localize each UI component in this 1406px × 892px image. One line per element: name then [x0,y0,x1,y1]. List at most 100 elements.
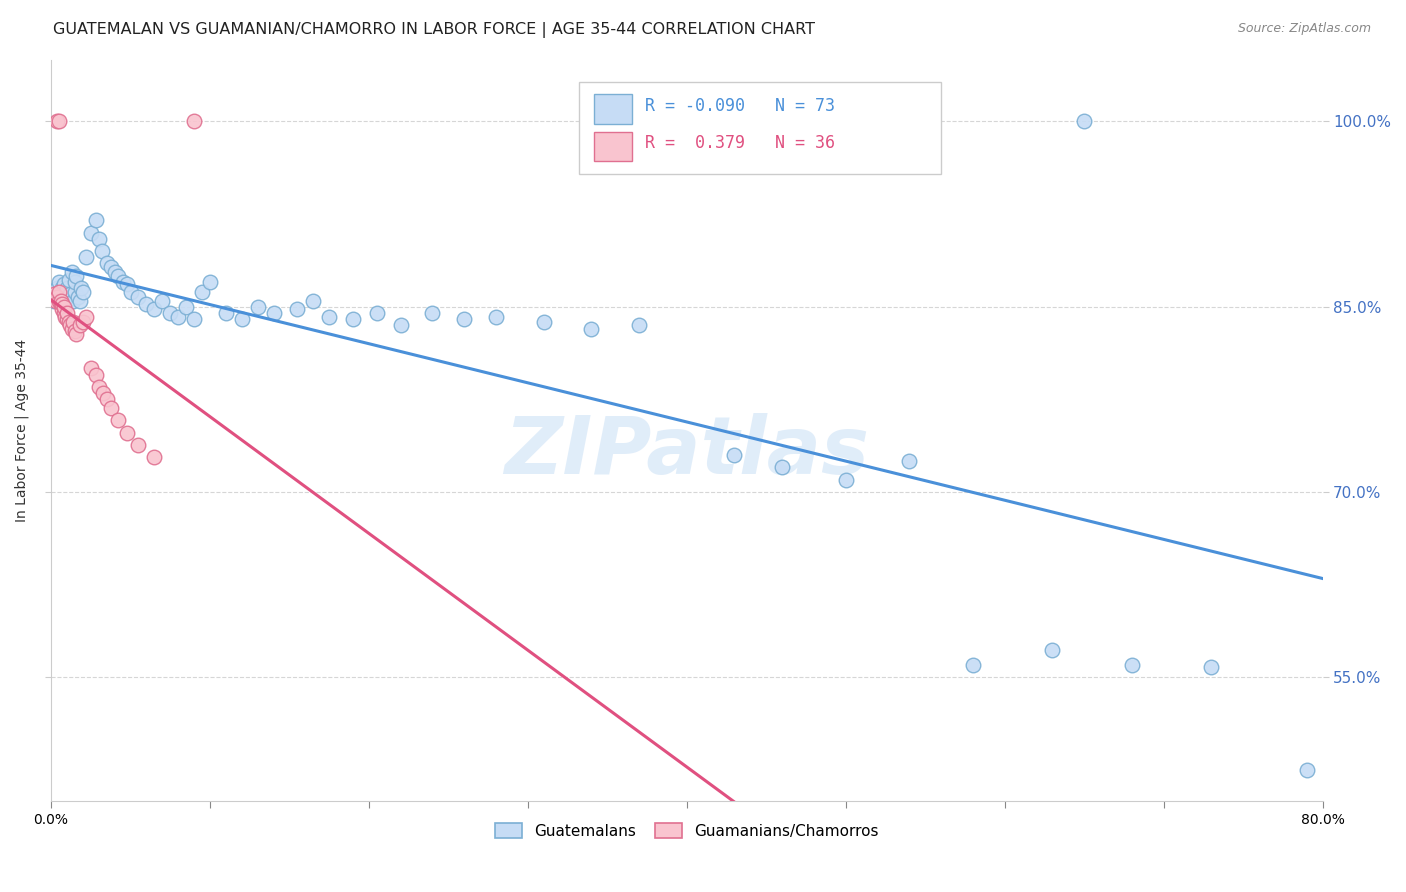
Point [150,293,173,308]
Point [58,272,80,286]
Y-axis label: In Labor Force | Age 35-44: In Labor Force | Age 35-44 [15,339,30,522]
Point [48,285,70,299]
Point [1073,114,1095,128]
Point [107,413,129,427]
Point [52,287,75,301]
Point [46,281,69,295]
Legend: Guatemalans, Guamanians/Chamorros: Guatemalans, Guamanians/Chamorros [489,817,884,845]
Point [72,285,94,299]
Point [485,310,508,324]
Point [45,287,67,301]
Point [51,302,73,317]
Point [45,293,67,308]
Point [87,380,110,394]
Point [51,297,73,311]
Point [75,310,97,324]
Point [183,312,205,326]
Point [75,250,97,264]
Text: R = -0.090   N = 73: R = -0.090 N = 73 [645,96,835,115]
Point [1295,763,1317,777]
Point [53,300,76,314]
Point [183,114,205,128]
Point [107,268,129,283]
Point [231,312,253,326]
Point [48,293,70,308]
Point [835,473,858,487]
Point [49,285,72,299]
Point [69,293,91,308]
Point [533,314,555,328]
Point [65,326,87,341]
Point [51,293,73,308]
Text: ZIPatlas: ZIPatlas [505,414,869,491]
Point [53,285,76,299]
Point [135,297,157,311]
Point [740,114,762,128]
Point [49,293,72,308]
Point [453,312,475,326]
Point [49,290,72,304]
Point [58,314,80,328]
Point [127,438,149,452]
Point [62,293,84,308]
Point [1040,643,1063,657]
Point [127,290,149,304]
Point [96,256,118,270]
Point [422,306,444,320]
Bar [593,95,633,124]
Point [52,277,75,292]
Point [59,318,82,333]
Point [46,290,69,304]
Point [59,287,82,301]
Point [318,310,340,324]
Point [1121,657,1143,672]
Point [111,275,134,289]
Bar [593,131,633,161]
Point [117,277,139,292]
Point [84,368,107,382]
Point [80,226,103,240]
Point [60,265,83,279]
Point [48,293,70,308]
Point [56,312,79,326]
Point [90,244,112,258]
Point [898,454,921,468]
Point [246,300,269,314]
Point [62,314,84,328]
Point [63,285,86,299]
Point [287,302,309,317]
Point [93,386,115,401]
Point [52,300,75,314]
Point [215,306,238,320]
Point [628,318,651,333]
Point [44,287,66,301]
Point [80,361,103,376]
Point [51,281,73,295]
Point [1201,660,1223,674]
Point [46,114,69,128]
Bar [579,82,941,175]
Point [87,232,110,246]
Point [117,425,139,440]
Point [143,302,166,317]
Text: Source: ZipAtlas.com: Source: ZipAtlas.com [1237,22,1371,36]
Point [49,297,72,311]
Point [53,310,76,324]
Point [84,213,107,227]
Point [60,322,83,336]
Point [174,300,197,314]
Point [96,392,118,407]
Text: R =  0.379   N = 36: R = 0.379 N = 36 [645,134,835,152]
Point [56,290,79,304]
Point [366,306,388,320]
Point [69,318,91,333]
Point [302,293,325,308]
Point [100,401,122,415]
Point [770,460,793,475]
Point [191,285,214,299]
Point [48,114,70,128]
Point [962,657,984,672]
Point [65,268,87,283]
Point [389,318,412,333]
Point [56,281,79,295]
